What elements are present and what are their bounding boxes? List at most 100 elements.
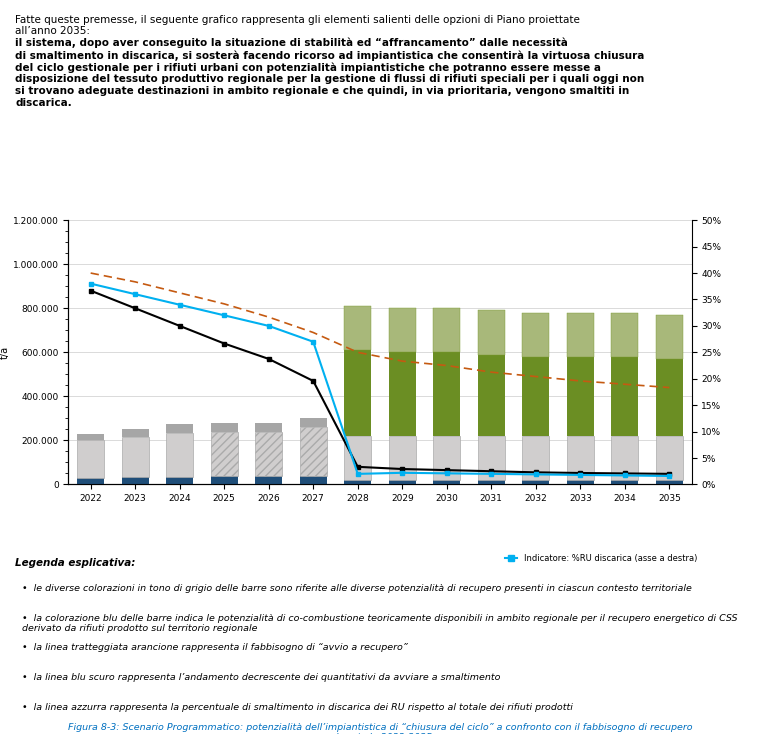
Q.nt RU a discarica xyxy=(531,468,540,477)
Text: il sistema, dopo aver conseguito la situazione di stabilità ed “affrancamento” d: il sistema, dopo aver conseguito la situ… xyxy=(15,15,644,108)
Bar xyxy=(300,427,327,476)
Text: •  la colorazione blu delle barre indica le potenzialità di co-combustione teori: • la colorazione blu delle barre indica … xyxy=(23,614,738,633)
Bar xyxy=(478,310,505,355)
Q.nt RU a discarica xyxy=(131,304,140,313)
Bar xyxy=(567,357,594,436)
Line: Indicatore: %RU discarica: Indicatore: %RU discarica xyxy=(89,282,671,478)
Legend: Indicatore: %RU discarica (asse a destra): Indicatore: %RU discarica (asse a destra… xyxy=(502,550,701,566)
Text: Fatte queste premesse, il seguente grafico rappresenta gli elementi salienti del: Fatte queste premesse, il seguente grafi… xyxy=(15,15,580,36)
Fabbisogno R xyxy=(665,383,674,392)
Bar xyxy=(211,476,238,484)
Bar xyxy=(389,436,416,480)
Bar xyxy=(344,306,371,350)
Text: Figura 8-3: Scenario Programmatico: potenzialità dell’impiantistica di “chiusura: Figura 8-3: Scenario Programmatico: pote… xyxy=(68,722,692,734)
Bar xyxy=(656,315,682,359)
Line: Q.nt RU a discarica: Q.nt RU a discarica xyxy=(89,288,671,476)
Text: •  la linea azzurra rappresenta la percentuale di smaltimento in discarica dei R: • la linea azzurra rappresenta la percen… xyxy=(23,703,573,712)
Q.nt RU a discarica xyxy=(175,321,184,330)
Indicatore: %RU discarica: (0, 0.38): %RU discarica: (0, 0.38) xyxy=(86,279,95,288)
Q.nt RU a discarica xyxy=(576,468,585,477)
Bar xyxy=(522,436,549,480)
Fabbisogno R xyxy=(531,372,540,381)
Indicatore: %RU discarica: (12, 0.017): %RU discarica: (12, 0.017) xyxy=(620,471,629,480)
Bar xyxy=(433,308,460,352)
Q.nt RU a discarica xyxy=(397,465,407,473)
Bar xyxy=(255,476,282,484)
Bar xyxy=(122,477,148,484)
Bar xyxy=(612,480,638,484)
Fabbisogno R xyxy=(353,348,363,357)
Indicatore: %RU discarica: (2, 0.34): %RU discarica: (2, 0.34) xyxy=(175,300,184,309)
Bar xyxy=(122,429,148,437)
Fabbisogno R xyxy=(264,313,274,321)
Bar xyxy=(300,418,327,427)
Bar xyxy=(255,432,282,476)
Bar xyxy=(344,436,371,480)
Bar xyxy=(567,480,594,484)
Indicatore: %RU discarica: (9, 0.02): %RU discarica: (9, 0.02) xyxy=(486,470,496,479)
Fabbisogno R xyxy=(86,269,95,277)
Indicatore: %RU discarica: (10, 0.019): %RU discarica: (10, 0.019) xyxy=(531,470,540,479)
Bar xyxy=(522,313,549,357)
Q.nt RU a discarica xyxy=(86,286,95,295)
Bar xyxy=(166,432,193,477)
Bar xyxy=(78,434,104,440)
Indicatore: %RU discarica: (3, 0.32): %RU discarica: (3, 0.32) xyxy=(220,311,229,320)
Fabbisogno R xyxy=(620,380,629,389)
Text: •  le diverse colorazioni in tono di grigio delle barre sono riferite alle diver: • le diverse colorazioni in tono di grig… xyxy=(23,584,692,592)
Bar xyxy=(522,480,549,484)
Bar xyxy=(78,478,104,484)
Bar xyxy=(612,357,638,436)
Q.nt RU a discarica xyxy=(353,462,363,471)
Q.nt RU a discarica xyxy=(665,470,674,479)
Bar xyxy=(211,432,238,476)
Bar xyxy=(433,480,460,484)
Bar xyxy=(255,423,282,432)
Fabbisogno R xyxy=(576,377,585,385)
Bar xyxy=(78,440,104,478)
Indicatore: %RU discarica: (8, 0.021): %RU discarica: (8, 0.021) xyxy=(442,469,451,478)
Indicatore: %RU discarica: (6, 0.02): %RU discarica: (6, 0.02) xyxy=(353,470,363,479)
Indicatore: %RU discarica: (7, 0.022): %RU discarica: (7, 0.022) xyxy=(397,468,407,477)
Q.nt RU a discarica xyxy=(264,355,274,363)
Bar xyxy=(300,476,327,484)
Bar xyxy=(433,352,460,436)
Bar xyxy=(344,480,371,484)
Bar xyxy=(433,436,460,480)
Q.nt RU a discarica xyxy=(486,467,496,476)
Fabbisogno R xyxy=(309,328,318,337)
Bar xyxy=(567,436,594,480)
Text: Legenda esplicativa:: Legenda esplicativa: xyxy=(15,558,135,568)
Indicatore: %RU discarica: (11, 0.018): %RU discarica: (11, 0.018) xyxy=(576,470,585,479)
Bar xyxy=(211,423,238,432)
Bar xyxy=(612,436,638,480)
Text: •  la linea blu scuro rappresenta l’andamento decrescente dei quantitativi da av: • la linea blu scuro rappresenta l’andam… xyxy=(23,673,501,683)
Fabbisogno R xyxy=(442,361,451,370)
Fabbisogno R xyxy=(397,357,407,366)
Fabbisogno R xyxy=(175,288,184,297)
Bar xyxy=(389,480,416,484)
Bar xyxy=(656,359,682,436)
Bar xyxy=(122,437,148,477)
Indicatore: %RU discarica: (4, 0.3): %RU discarica: (4, 0.3) xyxy=(264,321,274,330)
Bar xyxy=(522,357,549,436)
Bar xyxy=(389,308,416,352)
Bar xyxy=(612,313,638,357)
Indicatore: %RU discarica: (5, 0.27): %RU discarica: (5, 0.27) xyxy=(309,338,318,346)
Q.nt RU a discarica xyxy=(442,465,451,474)
Fabbisogno R xyxy=(486,368,496,377)
Indicatore: %RU discarica: (13, 0.016): %RU discarica: (13, 0.016) xyxy=(665,471,674,480)
Q.nt RU a discarica xyxy=(220,339,229,348)
Bar xyxy=(166,424,193,432)
Bar xyxy=(478,355,505,436)
Y-axis label: t/a: t/a xyxy=(0,346,10,359)
Bar xyxy=(478,436,505,480)
Bar xyxy=(567,313,594,357)
Q.nt RU a discarica xyxy=(309,377,318,385)
Bar xyxy=(656,480,682,484)
Bar xyxy=(344,350,371,436)
Bar xyxy=(478,480,505,484)
Bar xyxy=(656,436,682,480)
Q.nt RU a discarica xyxy=(620,469,629,478)
Text: •  la linea tratteggiata arancione rappresenta il fabbisogno di “avvio a recuper: • la linea tratteggiata arancione rappre… xyxy=(23,644,408,653)
